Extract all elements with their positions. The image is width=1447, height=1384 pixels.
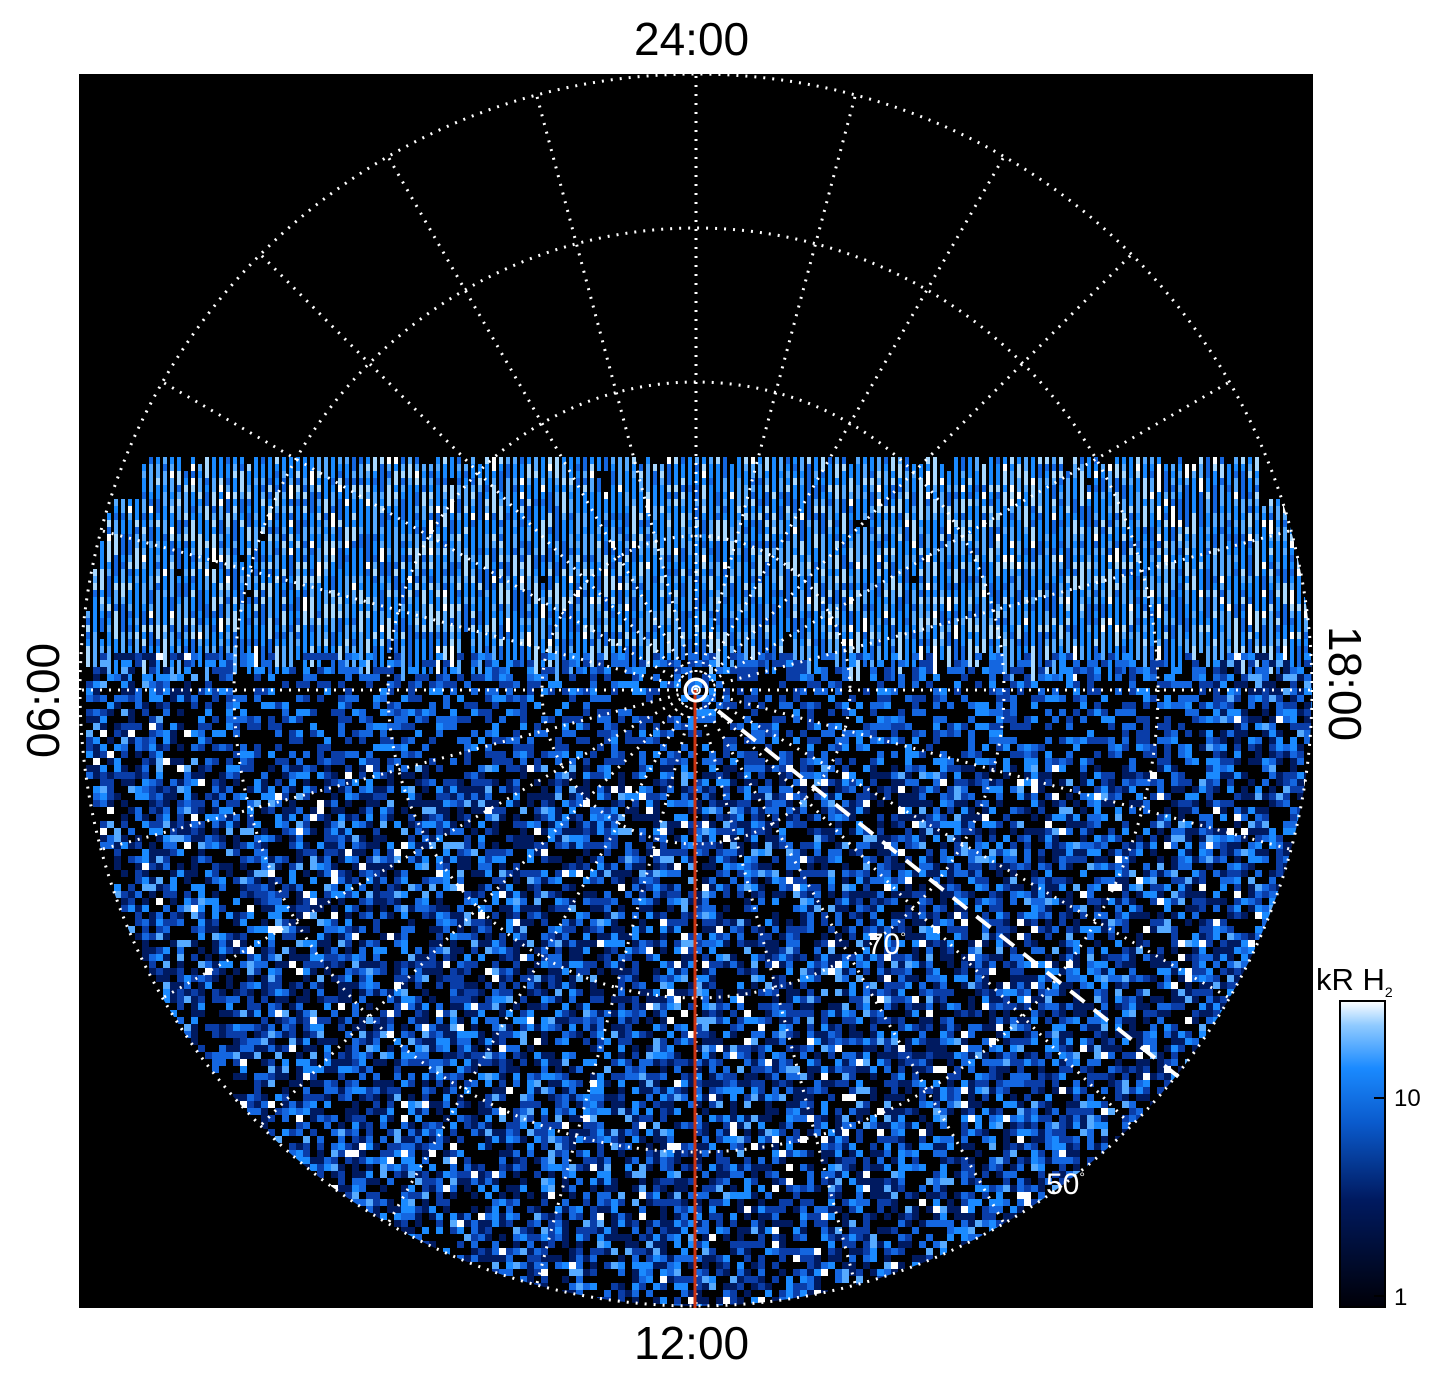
meridian-line [386, 155, 698, 691]
latitude-label-50: 50° [1046, 1168, 1085, 1201]
meridian-line [535, 689, 698, 1286]
dashed-reference-line [716, 709, 1182, 1080]
meridian-line [161, 380, 697, 692]
latitude-circle [78, 72, 1314, 1308]
pole-marker-outer [683, 677, 709, 703]
meridian-line [694, 94, 857, 691]
local-time-label-12: 12:00 [634, 1317, 750, 1369]
meridian-line [259, 253, 698, 692]
meridian-line [695, 688, 1231, 1000]
meridian-line [694, 689, 1006, 1225]
local-time-label-24: 24:00 [634, 13, 750, 65]
local-time-label-06: 06:00 [17, 642, 69, 758]
meridian-line [535, 94, 698, 691]
colorbar-tick-label-1: 1 [1394, 1284, 1408, 1311]
meridian-line [695, 529, 1292, 692]
colorbar [1339, 1000, 1386, 1308]
pole-marker-inner [691, 685, 701, 695]
meridian-line [694, 253, 1133, 692]
latitude-circle [232, 226, 1160, 1154]
colorbar-title: kR H2 [1316, 962, 1393, 1001]
local-time-label-18: 18:00 [1319, 626, 1371, 742]
meridian-line [694, 688, 1133, 1127]
meridian-line [386, 689, 698, 1225]
lat-lon-grid [78, 72, 1314, 1308]
meridian-line [695, 688, 1292, 851]
meridian-line [100, 688, 697, 851]
meridian-line [694, 689, 857, 1286]
colorbar-tick-label-10: 10 [1394, 1085, 1421, 1112]
meridian-line [100, 529, 697, 692]
meridian-line [695, 380, 1231, 692]
meridian-line [161, 688, 697, 1000]
meridian-line [259, 688, 698, 1127]
latitude-label-70: 70° [867, 928, 906, 961]
aurora-emission-layer [86, 457, 1312, 1306]
meridian-line [694, 155, 1006, 691]
